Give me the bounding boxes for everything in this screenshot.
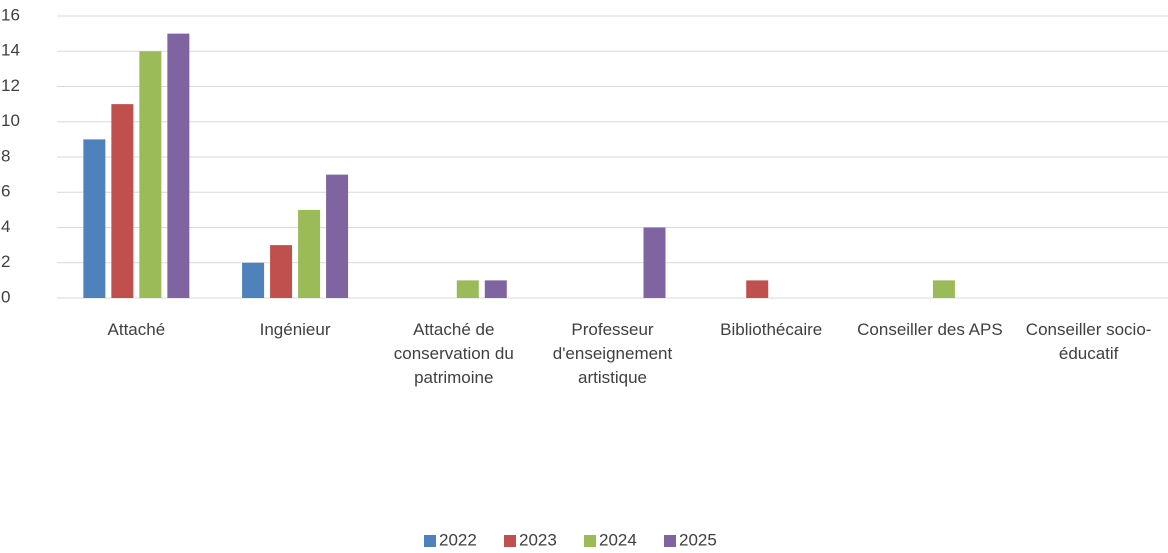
- bar: [484, 280, 507, 298]
- bar: [83, 139, 106, 298]
- legend-swatch: [504, 535, 516, 547]
- legend-label: 2022: [439, 530, 477, 549]
- x-tick-label-box: Professeur d'enseignement artistique: [552, 320, 673, 387]
- bar: [456, 280, 479, 298]
- x-tick-label-box: Bibliothécaire: [720, 320, 823, 339]
- y-tick-label: 2: [1, 252, 10, 271]
- y-tick-label: 16: [1, 5, 20, 24]
- x-tick-label-box: Conseiller des APS: [857, 320, 1003, 339]
- y-tick-label: 8: [1, 146, 10, 165]
- x-tick-label: Conseiller socio-éducatif: [1025, 320, 1152, 363]
- legend-swatch: [664, 535, 676, 547]
- y-tick-label: 12: [1, 76, 20, 95]
- legend-swatch: [424, 535, 436, 547]
- legend-label: 2023: [519, 530, 557, 549]
- bar: [932, 280, 955, 298]
- x-tick-label-box: Attaché de conservation du patrimoine: [393, 320, 514, 387]
- x-tick-label: Conseiller des APS: [857, 320, 1003, 339]
- bar: [167, 33, 190, 298]
- bar: [242, 262, 265, 298]
- bar: [270, 245, 293, 298]
- x-tick-label-box: Conseiller socio-éducatif: [1025, 320, 1152, 363]
- x-tick-label: Attaché de conservation du patrimoine: [393, 320, 514, 387]
- bar: [298, 209, 321, 298]
- x-tick-label-box: Attaché: [107, 320, 166, 339]
- legend-swatch: [584, 535, 596, 547]
- legend-label: 2025: [679, 530, 717, 549]
- y-tick-label: 10: [1, 111, 20, 130]
- x-tick-label-box: Ingénieur: [259, 320, 331, 339]
- x-tick-label: Ingénieur: [259, 320, 331, 339]
- y-tick-label: 14: [1, 41, 20, 60]
- bar: [139, 51, 162, 298]
- bar: [643, 227, 666, 298]
- x-tick-label: Bibliothécaire: [720, 320, 823, 339]
- y-tick-label: 0: [1, 287, 10, 306]
- bar: [111, 104, 134, 298]
- bar: [746, 280, 769, 298]
- x-tick-label: Professeur d'enseignement artistique: [552, 320, 673, 387]
- y-tick-label: 6: [1, 182, 10, 201]
- y-tick-label: 4: [1, 217, 10, 236]
- bar: [326, 174, 349, 298]
- legend-label: 2024: [599, 530, 637, 549]
- x-tick-label: Attaché: [107, 320, 166, 339]
